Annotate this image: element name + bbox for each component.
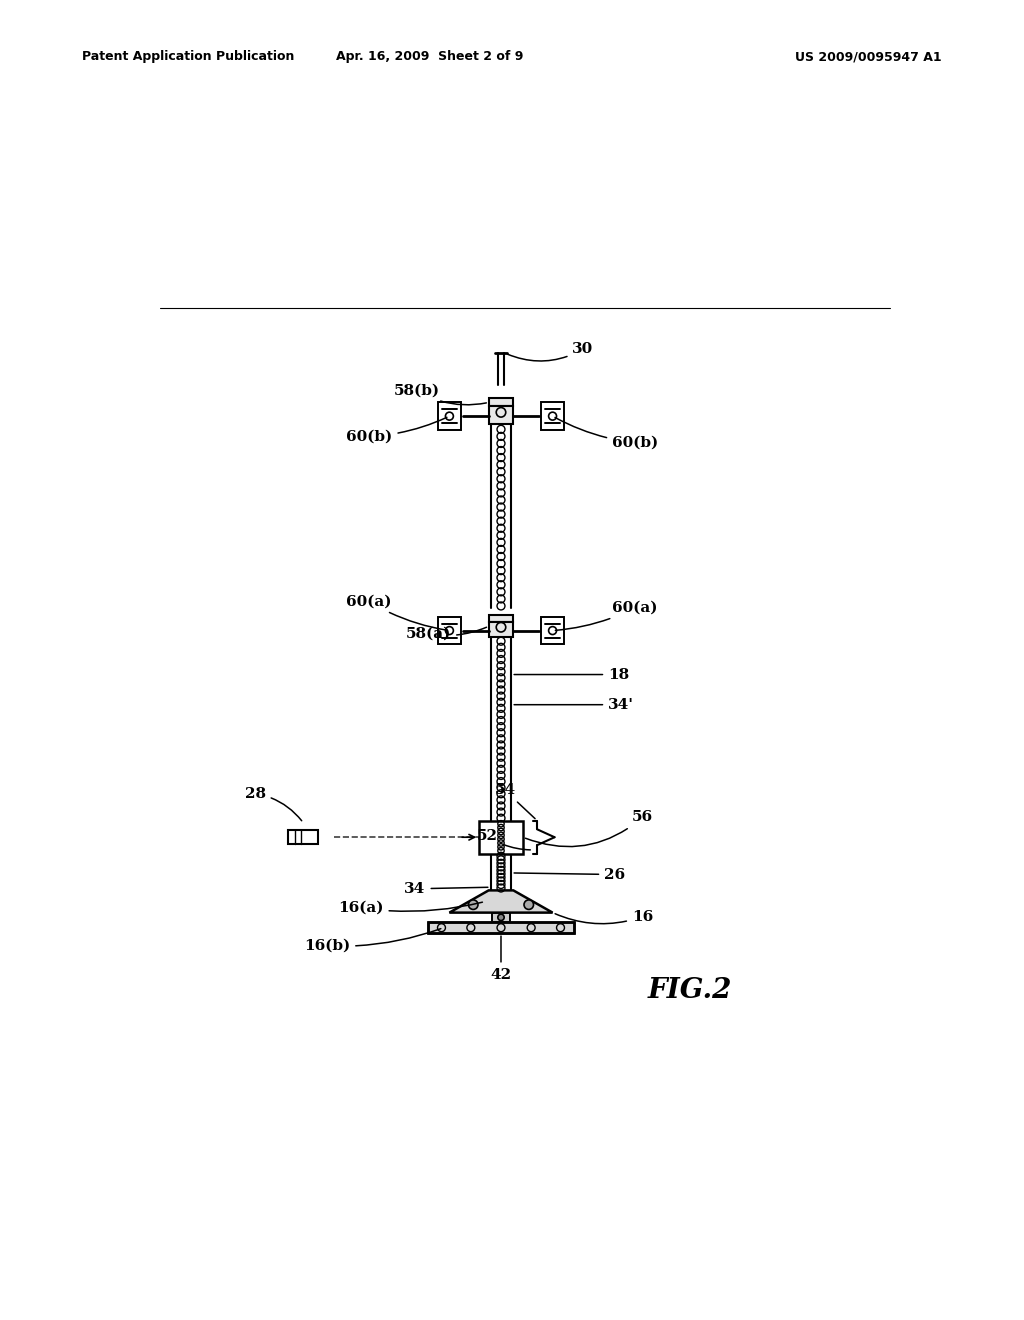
Text: 60(a): 60(a): [346, 594, 446, 630]
Text: US 2009/0095947 A1: US 2009/0095947 A1: [796, 50, 942, 63]
Text: 60(b): 60(b): [555, 417, 658, 450]
Text: 16: 16: [555, 909, 653, 924]
Text: 42: 42: [490, 936, 512, 982]
Text: Patent Application Publication: Patent Application Publication: [82, 50, 294, 63]
Circle shape: [498, 915, 504, 920]
Bar: [428, 923, 574, 933]
Bar: [438, 403, 461, 430]
Bar: [489, 407, 513, 424]
Text: FIG.2: FIG.2: [648, 977, 732, 1005]
Text: 34': 34': [514, 698, 634, 711]
Bar: [489, 399, 513, 407]
Text: 28: 28: [245, 787, 302, 821]
Text: 58(a): 58(a): [406, 627, 486, 642]
Bar: [479, 821, 523, 854]
Text: 34: 34: [404, 882, 487, 896]
Bar: [428, 923, 574, 933]
Text: 30: 30: [508, 342, 594, 360]
Text: 58(b): 58(b): [394, 383, 486, 405]
Bar: [493, 912, 510, 923]
Polygon shape: [450, 891, 553, 912]
Text: 26: 26: [514, 867, 626, 882]
Bar: [542, 616, 563, 644]
Bar: [489, 615, 513, 622]
Text: 16(a): 16(a): [338, 900, 482, 915]
Bar: [489, 622, 513, 638]
Bar: [542, 403, 563, 430]
Text: 16(b): 16(b): [304, 929, 441, 953]
Text: 60(a): 60(a): [555, 601, 657, 631]
Circle shape: [524, 900, 534, 909]
Text: 18: 18: [514, 668, 630, 681]
Text: Apr. 16, 2009  Sheet 2 of 9: Apr. 16, 2009 Sheet 2 of 9: [337, 50, 523, 63]
Text: 54: 54: [495, 783, 536, 818]
Bar: [438, 616, 461, 644]
Text: 52: 52: [477, 829, 530, 850]
Text: 56: 56: [525, 810, 653, 846]
Circle shape: [468, 900, 478, 909]
Text: 60(b): 60(b): [346, 417, 446, 444]
Bar: [289, 830, 318, 845]
